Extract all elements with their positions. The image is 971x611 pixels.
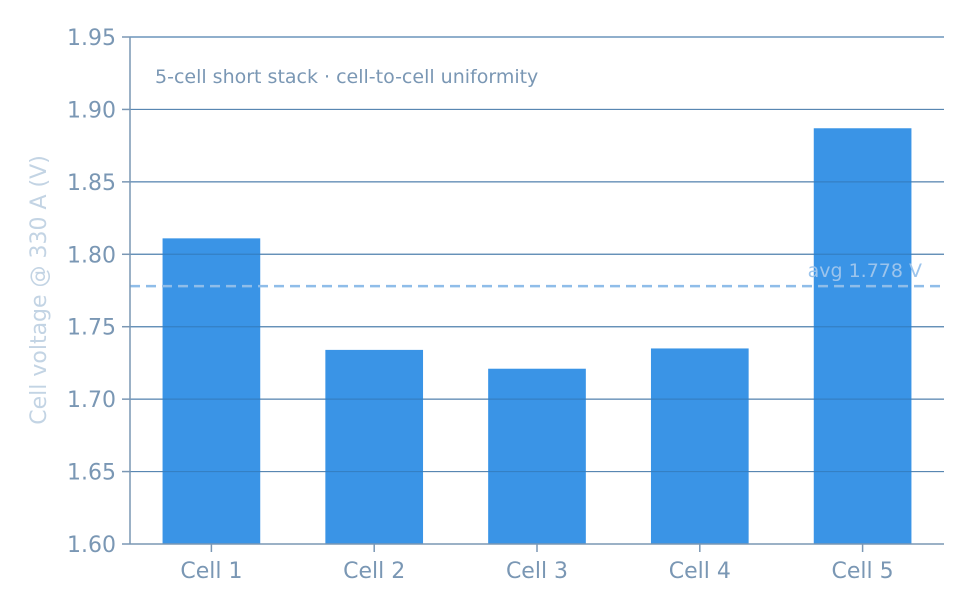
x-tick-label: Cell 3 <box>506 559 568 584</box>
x-tick-label: Cell 1 <box>180 559 242 584</box>
y-axis-label: Cell voltage @ 330 A (V) <box>27 155 52 425</box>
bar <box>813 128 912 544</box>
x-tick-label: Cell 5 <box>832 559 894 584</box>
bar <box>162 238 261 544</box>
y-tick-label: 1.70 <box>67 388 116 413</box>
y-tick-label: 1.95 <box>67 26 116 51</box>
bar <box>650 348 749 544</box>
y-tick-label: 1.90 <box>67 98 116 123</box>
labels-layer: 1.60 1.65 1.70 1.75 1.80 1.85 1.90 1.95 Cell 1 Ce… <box>67 26 894 584</box>
average-label: avg 1.778 V <box>808 260 922 282</box>
bars-layer <box>130 36 944 544</box>
axes-layer <box>122 36 944 552</box>
bar <box>488 368 586 544</box>
y-tick-label: 1.75 <box>67 316 116 341</box>
x-tick-label: Cell 2 <box>343 559 405 584</box>
y-tick-label: 1.85 <box>67 171 116 196</box>
x-tick-label: Cell 4 <box>669 559 731 584</box>
chart-annotation: 5-cell short stack · cell-to-cell unifor… <box>155 66 538 88</box>
y-tick-label: 1.65 <box>67 461 116 486</box>
reference-line-layer: avg 1.778 V <box>130 260 944 288</box>
bar <box>325 349 424 544</box>
y-tick-label: 1.80 <box>67 243 116 268</box>
y-tick-label: 1.60 <box>67 533 116 558</box>
